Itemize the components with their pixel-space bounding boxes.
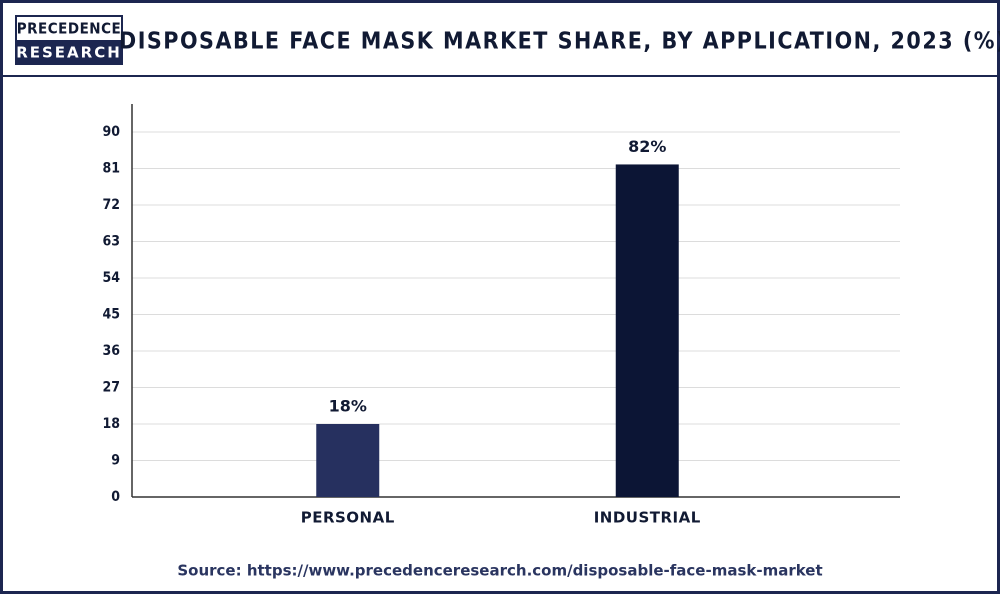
bar bbox=[316, 424, 380, 497]
y-tick-label: 18 bbox=[102, 416, 120, 432]
x-tick-label: PERSONAL bbox=[301, 509, 395, 527]
chart-title: DISPOSABLE FACE MASK MARKET SHARE, BY AP… bbox=[119, 29, 1000, 55]
logo-band bbox=[16, 40, 122, 64]
y-tick-label: 54 bbox=[102, 270, 120, 286]
y-tick-label: 36 bbox=[102, 343, 120, 359]
y-tick-label: 45 bbox=[102, 307, 120, 323]
source: Source: https://www.precedenceresearch.c… bbox=[177, 562, 822, 580]
logo-bottom: RESEARCH bbox=[16, 44, 122, 62]
bar bbox=[615, 164, 679, 497]
value-label: 18% bbox=[329, 397, 367, 416]
y-tick-label: 9 bbox=[111, 453, 120, 469]
y-tick-label: 72 bbox=[102, 197, 120, 213]
value-label: 82% bbox=[628, 137, 666, 156]
x-tick-label: INDUSTRIAL bbox=[594, 509, 701, 527]
y-tick-label: 63 bbox=[102, 234, 120, 250]
y-tick-label: 90 bbox=[102, 124, 120, 140]
logo-top: PRECEDENCE bbox=[17, 20, 121, 38]
y-tick-label: 81 bbox=[102, 161, 120, 177]
y-tick-label: 0 bbox=[111, 489, 120, 505]
y-tick-label: 27 bbox=[102, 380, 120, 396]
